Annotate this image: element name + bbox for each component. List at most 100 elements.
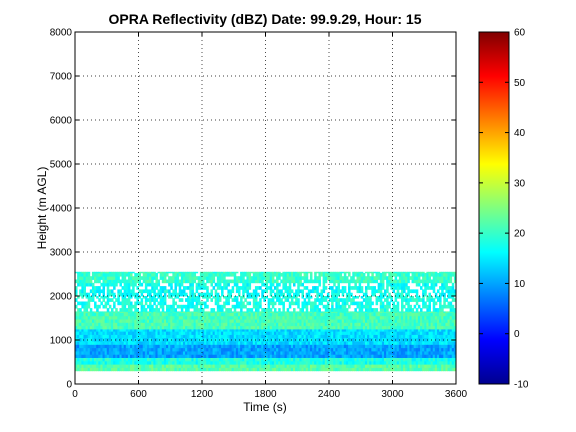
reflectivity-cell [94, 315, 97, 320]
reflectivity-cell [98, 304, 101, 309]
reflectivity-cell [204, 282, 207, 287]
reflectivity-cell [379, 337, 383, 342]
reflectivity-cell [212, 341, 216, 345]
reflectivity-cell [377, 286, 381, 290]
reflectivity-cell [309, 357, 313, 362]
reflectivity-cell [259, 301, 262, 306]
reflectivity-cell [364, 286, 368, 290]
reflectivity-cell [290, 325, 294, 330]
reflectivity-cell [110, 282, 114, 287]
reflectivity-cell [210, 329, 213, 332]
reflectivity-cell [250, 341, 254, 345]
reflectivity-cell [185, 308, 188, 312]
reflectivity-cell [104, 315, 108, 320]
reflectivity-cell [297, 337, 300, 342]
reflectivity-cell [166, 311, 169, 313]
reflectivity-cell [405, 272, 408, 277]
reflectivity-cell [354, 357, 357, 362]
reflectivity-cell [193, 337, 197, 342]
reflectivity-cell [180, 272, 184, 277]
reflectivity-cell [206, 334, 209, 339]
reflectivity-cell [134, 304, 137, 309]
reflectivity-cell [96, 315, 99, 320]
reflectivity-cell [221, 315, 224, 320]
reflectivity-cell [240, 329, 243, 332]
reflectivity-cell [373, 312, 376, 317]
reflectivity-cell [269, 298, 273, 302]
reflectivity-cell [91, 298, 95, 302]
reflectivity-cell [146, 354, 150, 358]
reflectivity-cell [403, 329, 406, 332]
reflectivity-cell [85, 347, 89, 352]
reflectivity-cell [417, 272, 421, 277]
reflectivity-cell [390, 296, 393, 299]
reflectivity-cell [246, 325, 249, 330]
reflectivity-cell [246, 301, 249, 306]
reflectivity-cell [174, 272, 177, 277]
reflectivity-cell [223, 301, 226, 306]
reflectivity-cell [159, 312, 163, 317]
reflectivity-cell [102, 322, 106, 327]
reflectivity-cell [229, 279, 233, 284]
reflectivity-cell [453, 319, 456, 323]
reflectivity-cell [237, 344, 241, 349]
reflectivity-cell [339, 304, 343, 309]
reflectivity-cell [252, 272, 256, 277]
reflectivity-cell [379, 322, 383, 327]
reflectivity-cell [94, 304, 97, 309]
reflectivity-cell [350, 319, 353, 323]
reflectivity-cell [269, 329, 273, 332]
reflectivity-cell [83, 334, 86, 339]
reflectivity-cell [407, 286, 410, 290]
reflectivity-cell [100, 364, 103, 368]
reflectivity-cell [142, 304, 146, 309]
reflectivity-cell [83, 360, 86, 365]
reflectivity-cell [409, 360, 412, 365]
reflectivity-cell [81, 312, 84, 317]
reflectivity-cell [81, 341, 84, 345]
reflectivity-cell [151, 276, 154, 280]
reflectivity-cell [373, 276, 376, 280]
reflectivity-cell [293, 367, 296, 372]
reflectivity-cell [388, 334, 391, 339]
reflectivity-cell [379, 312, 383, 317]
reflectivity-cell [428, 308, 431, 312]
reflectivity-cell [271, 315, 275, 320]
reflectivity-cell [337, 334, 340, 339]
reflectivity-cell [159, 301, 163, 306]
reflectivity-cell [386, 322, 389, 327]
reflectivity-cell [345, 357, 349, 362]
reflectivity-cell [227, 282, 230, 287]
reflectivity-cell [348, 311, 351, 313]
reflectivity-cell [276, 292, 279, 297]
reflectivity-cell [79, 331, 82, 335]
reflectivity-cell [240, 296, 243, 299]
reflectivity-cell [130, 271, 133, 274]
reflectivity-cell [337, 298, 340, 302]
reflectivity-cell [396, 347, 400, 352]
reflectivity-cell [223, 276, 226, 280]
reflectivity-cell [119, 301, 122, 306]
reflectivity-cell [439, 312, 442, 317]
reflectivity-cell [161, 271, 165, 274]
reflectivity-cell [153, 271, 156, 274]
reflectivity-cell [396, 331, 400, 335]
reflectivity-cell [413, 351, 417, 355]
reflectivity-cell [115, 311, 118, 313]
reflectivity-cell [210, 364, 213, 368]
reflectivity-cell [356, 367, 360, 372]
reflectivity-cell [225, 337, 228, 342]
reflectivity-cell [356, 315, 360, 320]
reflectivity-cell [87, 311, 91, 313]
reflectivity-cell [263, 354, 266, 358]
reflectivity-cell [305, 325, 309, 330]
reflectivity-cell [422, 312, 425, 317]
reflectivity-cell [176, 312, 180, 317]
reflectivity-cell [121, 337, 125, 342]
reflectivity-cell [149, 337, 152, 342]
reflectivity-cell [100, 272, 103, 277]
reflectivity-cell [174, 286, 177, 290]
reflectivity-cell [326, 322, 330, 327]
reflectivity-cell [424, 279, 427, 284]
reflectivity-cell [356, 347, 360, 352]
